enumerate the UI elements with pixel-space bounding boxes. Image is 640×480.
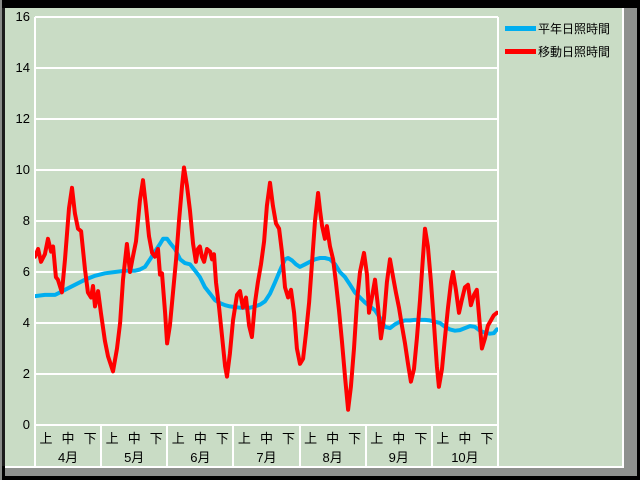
gridline-y-14 bbox=[35, 67, 498, 69]
y-tick-label-2: 2 bbox=[22, 366, 30, 381]
moving-line-swatch bbox=[505, 48, 536, 54]
x-period-label: 上 bbox=[370, 431, 384, 446]
x-month-label-9月: 9月 bbox=[388, 450, 409, 465]
x-period-label: 上 bbox=[304, 431, 318, 446]
y-tick-label-10: 10 bbox=[15, 162, 30, 177]
gridline-y-4 bbox=[35, 322, 498, 324]
bezel-bottom bbox=[5, 468, 637, 476]
gridline-y-6 bbox=[35, 271, 498, 273]
gridline-y-0 bbox=[35, 424, 498, 426]
plot-border-right bbox=[497, 17, 499, 467]
window-edge-left bbox=[0, 0, 2, 480]
x-period-label: 上 bbox=[237, 431, 251, 446]
x-period-label: 中 bbox=[127, 431, 141, 446]
y-tick-label-0: 0 bbox=[22, 417, 30, 432]
x-period-label: 中 bbox=[458, 431, 472, 446]
legend: 平年日照時間 移動日照時間 bbox=[505, 19, 637, 65]
x-period-label: 中 bbox=[61, 431, 75, 446]
legend-item-moving: 移動日照時間 bbox=[505, 42, 637, 60]
plot-border-left bbox=[34, 17, 36, 467]
y-tick-label-16: 16 bbox=[15, 9, 30, 24]
x-month-label-5月: 5月 bbox=[124, 450, 145, 465]
x-period-label: 上 bbox=[171, 431, 185, 446]
gridline-y-10 bbox=[35, 169, 498, 171]
gridline-y-12 bbox=[35, 118, 498, 120]
y-tick-label-12: 12 bbox=[15, 111, 30, 126]
legend-item-normal: 平年日照時間 bbox=[505, 19, 637, 37]
series-line-1 bbox=[35, 165, 498, 412]
normal-line-swatch bbox=[505, 25, 536, 31]
bezel-highlight-bottom bbox=[5, 466, 624, 468]
legend-label-normal: 平年日照時間 bbox=[538, 21, 611, 36]
y-tick-label-4: 4 bbox=[22, 315, 30, 330]
month-separator-3 bbox=[232, 425, 235, 467]
y-tick-label-14: 14 bbox=[15, 60, 30, 75]
bezel-right bbox=[624, 8, 637, 476]
y-tick-label-8: 8 bbox=[22, 213, 30, 228]
x-period-label: 中 bbox=[259, 431, 273, 446]
gridline-y-16 bbox=[35, 16, 498, 18]
x-month-label-4月: 4月 bbox=[57, 450, 79, 465]
x-period-label: 下 bbox=[83, 431, 97, 446]
x-month-label-7月: 7月 bbox=[256, 450, 277, 465]
x-period-label: 上 bbox=[436, 431, 450, 446]
series-lines bbox=[35, 165, 498, 412]
gridline-y-2 bbox=[35, 373, 498, 375]
x-period-label: 下 bbox=[348, 431, 362, 446]
month-separator-1 bbox=[100, 425, 103, 467]
x-period-label: 下 bbox=[480, 431, 494, 446]
x-period-label: 上 bbox=[105, 431, 119, 446]
x-period-label: 下 bbox=[282, 431, 296, 446]
x-period-label: 中 bbox=[392, 431, 406, 446]
x-month-label-6月: 6月 bbox=[190, 450, 211, 465]
x-month-label-8月: 8月 bbox=[322, 450, 343, 465]
x-period-label: 下 bbox=[149, 431, 163, 446]
month-separator-4 bbox=[298, 425, 301, 467]
month-separator-2 bbox=[166, 425, 169, 467]
bezel-highlight-right bbox=[622, 8, 624, 466]
x-period-label: 下 bbox=[414, 431, 428, 446]
month-separator-5 bbox=[364, 425, 367, 467]
x-period-label: 上 bbox=[39, 431, 53, 446]
y-tick-label-6: 6 bbox=[22, 264, 30, 279]
x-month-label-10月: 10月 bbox=[451, 450, 479, 465]
x-period-label: 下 bbox=[215, 431, 229, 446]
x-period-label: 中 bbox=[193, 431, 207, 446]
x-period-label: 中 bbox=[326, 431, 340, 446]
legend-label-moving: 移動日照時間 bbox=[538, 44, 611, 59]
month-separator-6 bbox=[430, 425, 433, 467]
bezel-shadow-left bbox=[2, 8, 5, 466]
